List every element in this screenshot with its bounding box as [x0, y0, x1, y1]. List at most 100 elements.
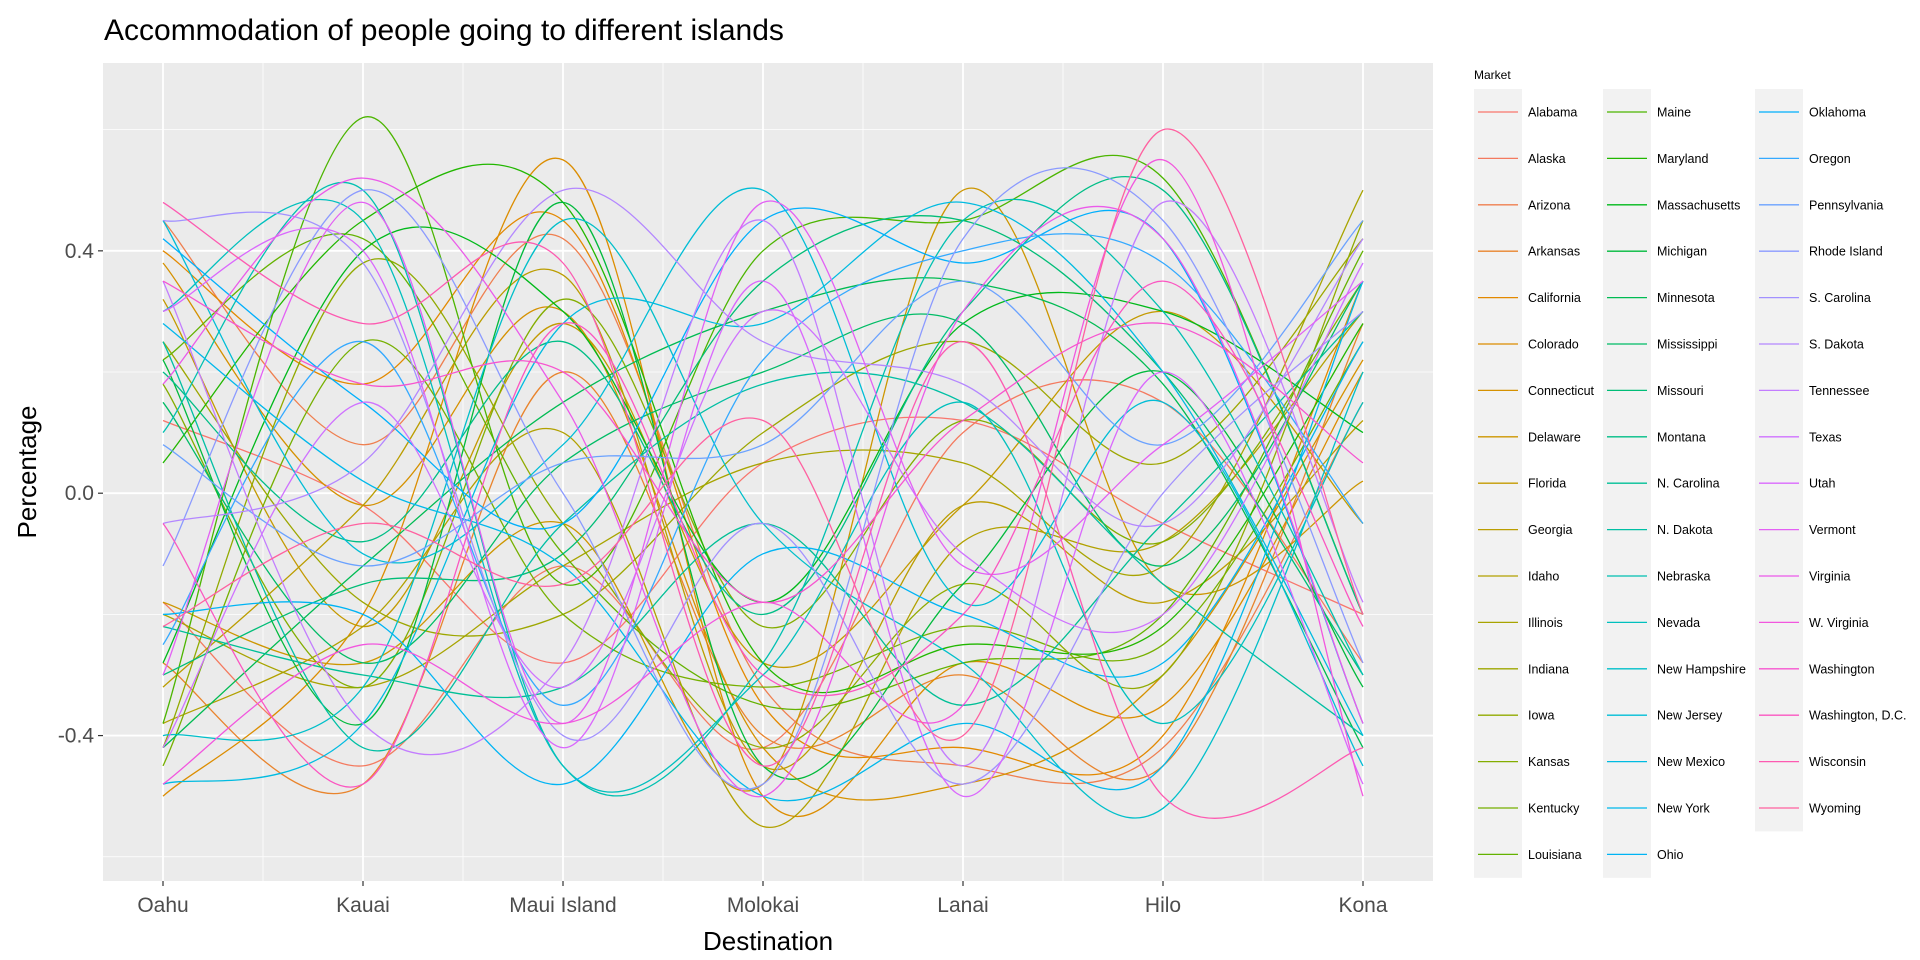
x-tick-label: Kona — [1338, 894, 1387, 917]
series-line-29 — [162, 217, 1364, 819]
legend-label: Vermont — [1809, 523, 1856, 537]
series-line-38 — [162, 211, 1364, 785]
series-line-47 — [162, 280, 1364, 788]
x-tick-label: Maui Island — [509, 894, 616, 917]
series-line-43 — [162, 200, 1364, 725]
legend: Market Alabama Alaska Arizona Arkansas Calif… — [1474, 68, 1907, 878]
legend-label: Indiana — [1528, 662, 1569, 676]
y-axis-ticks: 0.4 0.0 -0.4 — [58, 240, 103, 748]
legend-label: Florida — [1528, 477, 1566, 491]
legend-label: Ohio — [1657, 848, 1683, 862]
x-tick-label: Hilo — [1145, 894, 1181, 917]
legend-label: N. Carolina — [1657, 477, 1720, 491]
legend-label: Massachusetts — [1657, 198, 1740, 212]
legend-label: New Hampshire — [1657, 662, 1746, 676]
legend-label: Wyoming — [1809, 802, 1861, 816]
legend-label: Maryland — [1657, 152, 1708, 166]
series-line-36 — [162, 220, 1364, 567]
x-tick-label: Oahu — [137, 894, 188, 917]
series-line-35 — [162, 233, 1364, 706]
series-lines — [162, 116, 1364, 828]
legend-label: New Jersey — [1657, 709, 1723, 723]
legend-label: Illinois — [1528, 616, 1563, 630]
legend-label: Tennessee — [1809, 384, 1870, 398]
legend-label: Wisconsin — [1809, 755, 1866, 769]
series-line-24 — [162, 176, 1364, 616]
legend-label: W. Virginia — [1809, 616, 1869, 630]
x-tick-label: Kauai — [336, 894, 390, 917]
y-tick-label: -0.4 — [58, 725, 95, 748]
legend-label: Utah — [1809, 477, 1835, 491]
legend-label: Georgia — [1528, 523, 1573, 537]
x-axis-title: Destination — [703, 926, 833, 956]
series-line-44 — [162, 177, 1364, 798]
series-line-4 — [162, 211, 1364, 776]
legend-label: Nevada — [1657, 616, 1700, 630]
legend-label: S. Carolina — [1809, 291, 1871, 305]
series-line-39 — [162, 187, 1364, 527]
legend-label: Louisiana — [1528, 848, 1582, 862]
series-line-3 — [162, 323, 1364, 795]
series-line-49 — [162, 128, 1364, 741]
legend-label: Alabama — [1528, 106, 1577, 120]
series-line-42 — [162, 227, 1364, 797]
series-line-8 — [162, 298, 1364, 669]
legend-label: Washington, D.C. — [1809, 709, 1907, 723]
chart-title: Accommodation of people going to differe… — [104, 14, 784, 47]
grid-minor — [103, 63, 1433, 881]
legend-label: Iowa — [1528, 709, 1554, 723]
series-line-48 — [162, 201, 1364, 819]
series-line-40 — [162, 200, 1364, 767]
series-line-26 — [162, 341, 1364, 752]
legend-label: Minnesota — [1657, 291, 1715, 305]
legend-label: Virginia — [1809, 570, 1851, 584]
legend-label: Alaska — [1528, 152, 1566, 166]
legend-label: California — [1528, 291, 1581, 305]
series-line-12 — [162, 238, 1364, 637]
legend-label: Kansas — [1528, 755, 1570, 769]
series-line-30 — [162, 187, 1364, 767]
x-axis-ticks: Oahu Kauai Maui Island Molokai Lanai Hilo Kona — [137, 881, 1388, 917]
series-line-32 — [162, 280, 1364, 802]
legend-label: Oklahoma — [1809, 106, 1866, 120]
series-line-37 — [162, 167, 1364, 790]
legend-label: Delaware — [1528, 430, 1581, 444]
legend-label: N. Dakota — [1657, 523, 1713, 537]
series-line-13 — [162, 220, 1364, 749]
legend-label: Arizona — [1528, 198, 1570, 212]
series-line-16 — [162, 233, 1364, 711]
legend-items: Alabama Alaska Arizona Arkansas California Co… — [1474, 89, 1907, 878]
series-line-22 — [162, 280, 1364, 664]
series-line-31 — [162, 201, 1364, 785]
legend-label: Washington — [1809, 662, 1875, 676]
series-line-34 — [162, 207, 1364, 724]
series-line-9 — [162, 268, 1364, 770]
legend-label: Idaho — [1528, 570, 1559, 584]
legend-label: Pennsylvania — [1809, 198, 1883, 212]
legend-label: S. Dakota — [1809, 338, 1864, 352]
series-line-41 — [162, 262, 1364, 749]
series-line-46 — [162, 280, 1364, 603]
legend-key-background — [1755, 89, 1803, 832]
legend-label: Colorado — [1528, 338, 1579, 352]
series-line-2 — [162, 220, 1364, 785]
y-tick-label: 0.0 — [65, 482, 94, 505]
x-tick-label: Molokai — [727, 894, 799, 917]
legend-label: Montana — [1657, 430, 1706, 444]
legend-label: Michigan — [1657, 245, 1707, 259]
legend-label: Missouri — [1657, 384, 1704, 398]
legend-label: Texas — [1809, 430, 1842, 444]
series-line-33 — [162, 341, 1364, 785]
y-axis-title: Percentage — [12, 406, 42, 539]
legend-label: Maine — [1657, 106, 1691, 120]
x-tick-label: Lanai — [937, 894, 988, 917]
legend-label: Kentucky — [1528, 802, 1580, 816]
legend-label: New Mexico — [1657, 755, 1725, 769]
legend-label: New York — [1657, 802, 1711, 816]
series-line-45 — [162, 159, 1364, 797]
legend-label: Nebraska — [1657, 570, 1711, 584]
y-tick-label: 0.4 — [65, 240, 95, 263]
legend-label: Arkansas — [1528, 245, 1580, 259]
